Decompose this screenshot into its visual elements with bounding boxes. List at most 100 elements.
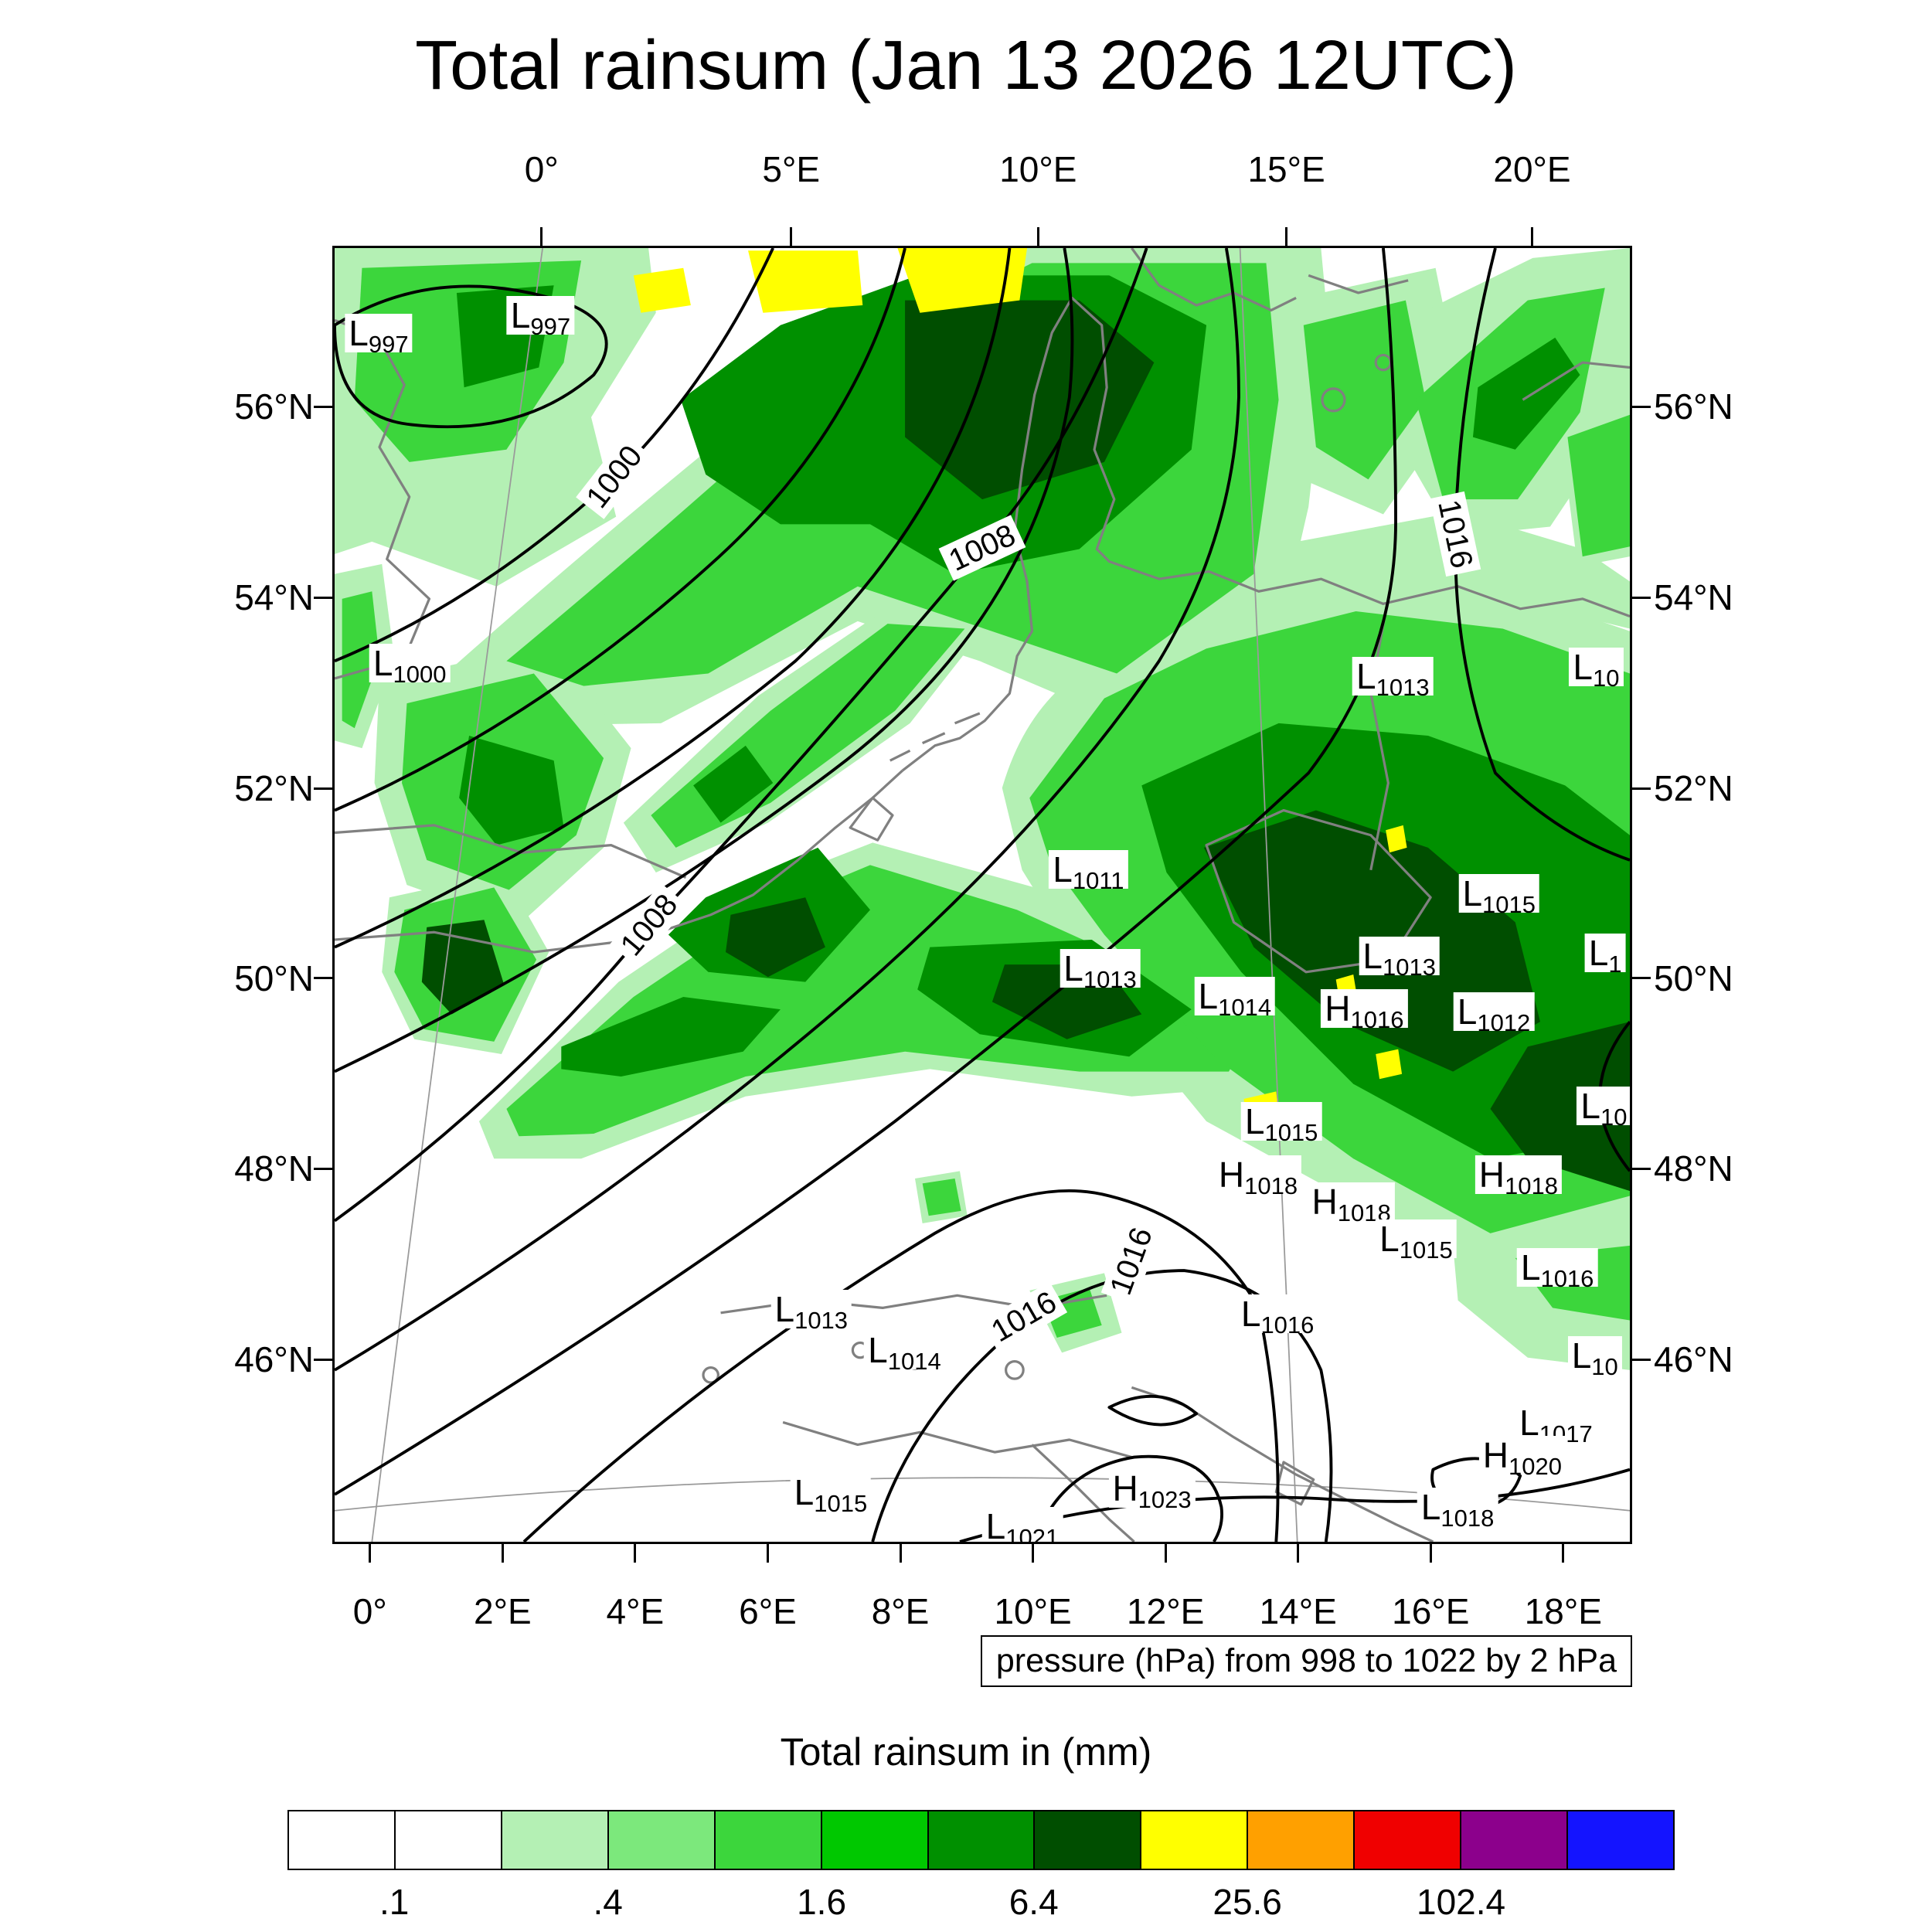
isobars-shape xyxy=(1107,1394,1199,1427)
axis-tick-label-right: 56°N xyxy=(1654,386,1733,427)
isobars-shape xyxy=(1032,1454,1223,1542)
pressure-letter: L xyxy=(1588,933,1609,974)
precipitation-field-shape xyxy=(506,865,1254,1137)
pressure-value: 1016 xyxy=(1260,1311,1315,1339)
axis-tick-label-top: 0° xyxy=(524,149,559,189)
axis-tick-label-right: 54°N xyxy=(1654,577,1733,618)
colorbar-tick-label: 25.6 xyxy=(1213,1882,1282,1922)
precipitation-field-shape xyxy=(922,1178,961,1216)
coastlines-shape xyxy=(1031,1444,1135,1542)
pressure-value: 1000 xyxy=(393,661,447,689)
pressure-letter: L xyxy=(1580,1085,1601,1126)
pressure-value: 10 xyxy=(1600,1103,1628,1131)
isobars-shape xyxy=(335,248,1074,1073)
axis-tick-label-right: 46°N xyxy=(1654,1339,1733,1380)
pressure-center-l1015: L1015 xyxy=(790,1473,872,1515)
axis-tick-bottom xyxy=(766,1544,769,1563)
pressure-value: 1014 xyxy=(887,1348,941,1376)
pressure-center-l1021: L1021 xyxy=(981,1506,1063,1542)
isobar-label: 1016 xyxy=(1429,491,1481,577)
pressure-center-l10: L10 xyxy=(1567,1335,1622,1379)
pressure-center-l1014: L1014 xyxy=(864,1331,945,1373)
pressure-center-l997: L997 xyxy=(345,313,413,356)
pressure-letter: L xyxy=(1053,849,1073,889)
isobars-shape xyxy=(335,248,1240,1372)
pressure-letter: L xyxy=(774,1288,795,1329)
pressure-letter: L xyxy=(1063,948,1083,989)
pressure-value: 1018 xyxy=(1440,1504,1495,1532)
pressure-letter: H xyxy=(1218,1154,1245,1195)
isobars-shape xyxy=(335,248,1012,949)
pressure-letter: L xyxy=(349,313,369,354)
pressure-letter: L xyxy=(1244,1100,1265,1141)
axis-tick-label-left: 56°N xyxy=(234,386,314,427)
precipitation-field-shape xyxy=(748,250,863,313)
precipitation-field-shape xyxy=(459,735,564,845)
coastlines-shape xyxy=(889,712,981,762)
pressure-center-l1015: L1015 xyxy=(1376,1219,1457,1262)
pressure-center-l1016: L1016 xyxy=(1236,1294,1318,1337)
pressure-letter: L xyxy=(1571,1335,1592,1376)
isobars-shape xyxy=(335,248,1148,1223)
pressure-center-h1016: H1016 xyxy=(1321,989,1408,1032)
axis-tick-label-bottom: 12°E xyxy=(1127,1591,1205,1631)
colorbar-tick-labels: .1 .4 1.6 6.4 25.6 102.4 xyxy=(287,1881,1675,1927)
pressure-center-l1015: L1015 xyxy=(1240,1100,1322,1145)
axis-tick-label-top: 20°E xyxy=(1493,149,1571,189)
axis-tick-label-top: 15°E xyxy=(1247,149,1325,189)
precipitation-field-shape xyxy=(561,996,781,1077)
axis-tick-right xyxy=(1632,596,1651,599)
isobars-shape xyxy=(959,1468,1630,1542)
axis-tick-right xyxy=(1632,977,1651,980)
map: 1000 1008 1016 1008 1016 1016 L997 L997 L1000 L10… xyxy=(332,246,1632,1544)
axis-tick-right xyxy=(1632,405,1651,408)
pressure-letter: L xyxy=(1573,647,1593,688)
isobar-label: 1008 xyxy=(938,515,1026,581)
axis-tick-right xyxy=(1632,787,1651,790)
pressure-value: 1016 xyxy=(1540,1265,1594,1293)
pressure-letter: L xyxy=(1520,1247,1541,1288)
colorbar-tick-label: 6.4 xyxy=(1009,1882,1059,1922)
axis-tick-label-bottom: 18°E xyxy=(1524,1591,1602,1631)
pressure-center-l10: L10 xyxy=(1577,1085,1630,1129)
pressure-center-l1013: L1013 xyxy=(770,1288,852,1332)
axis-tick-label-bottom: 16°E xyxy=(1392,1591,1470,1631)
pressure-letter: L xyxy=(1457,991,1478,1032)
precipitation-field-shape xyxy=(1490,1022,1630,1192)
axis-tick-label-right: 48°N xyxy=(1654,1148,1733,1189)
precipitation-field-shape xyxy=(342,591,380,729)
axis-tick-label-bottom: 10°E xyxy=(994,1591,1072,1631)
isobar-label: 1016 xyxy=(980,1281,1067,1352)
chart-title: Total rainsum (Jan 13 2026 12UTC) xyxy=(415,27,1517,104)
axis-tick-bottom xyxy=(1297,1544,1300,1563)
colorbar-cell xyxy=(500,1811,607,1869)
isobars-shape xyxy=(522,1189,1280,1542)
pressure-letter: L xyxy=(372,643,393,684)
pressure-letter: L xyxy=(1519,1402,1539,1443)
colorbar-cell xyxy=(713,1811,821,1869)
pressure-center-h1023: H1023 xyxy=(1108,1468,1196,1512)
axis-tick-bottom xyxy=(1429,1544,1432,1563)
axis-tick-top xyxy=(1285,227,1288,246)
coastlines-shape xyxy=(1522,361,1630,401)
pressure-letter: H xyxy=(1482,1434,1509,1475)
axis-tick-top xyxy=(1036,227,1039,246)
colorbar-cell xyxy=(289,1811,394,1869)
colorbar-tick-label: .4 xyxy=(593,1882,623,1922)
map-overlay: 1000 1008 1016 1008 1016 1016 L997 L997 L1000 L10… xyxy=(335,248,1630,1542)
pressure-value: 1015 xyxy=(814,1490,868,1518)
pressure-letter: H xyxy=(1112,1468,1138,1509)
pressure-letter: H xyxy=(1478,1154,1505,1195)
axis-tick-left xyxy=(314,1358,332,1361)
precipitation-field-shape xyxy=(1104,512,1630,659)
colorbar-cell xyxy=(1140,1811,1247,1869)
isobar-label: 1016 xyxy=(1100,1217,1162,1304)
axis-tick-left xyxy=(314,977,332,980)
axis-tick-top xyxy=(790,227,793,246)
pressure-value: 1018 xyxy=(1504,1172,1558,1199)
isobar-label: 1008 xyxy=(610,883,689,967)
pressure-letter: L xyxy=(1420,1486,1441,1527)
pressure-letter: L xyxy=(1362,935,1383,976)
axis-tick-label-bottom: 8°E xyxy=(871,1591,930,1631)
graticule-shape xyxy=(371,248,544,1542)
